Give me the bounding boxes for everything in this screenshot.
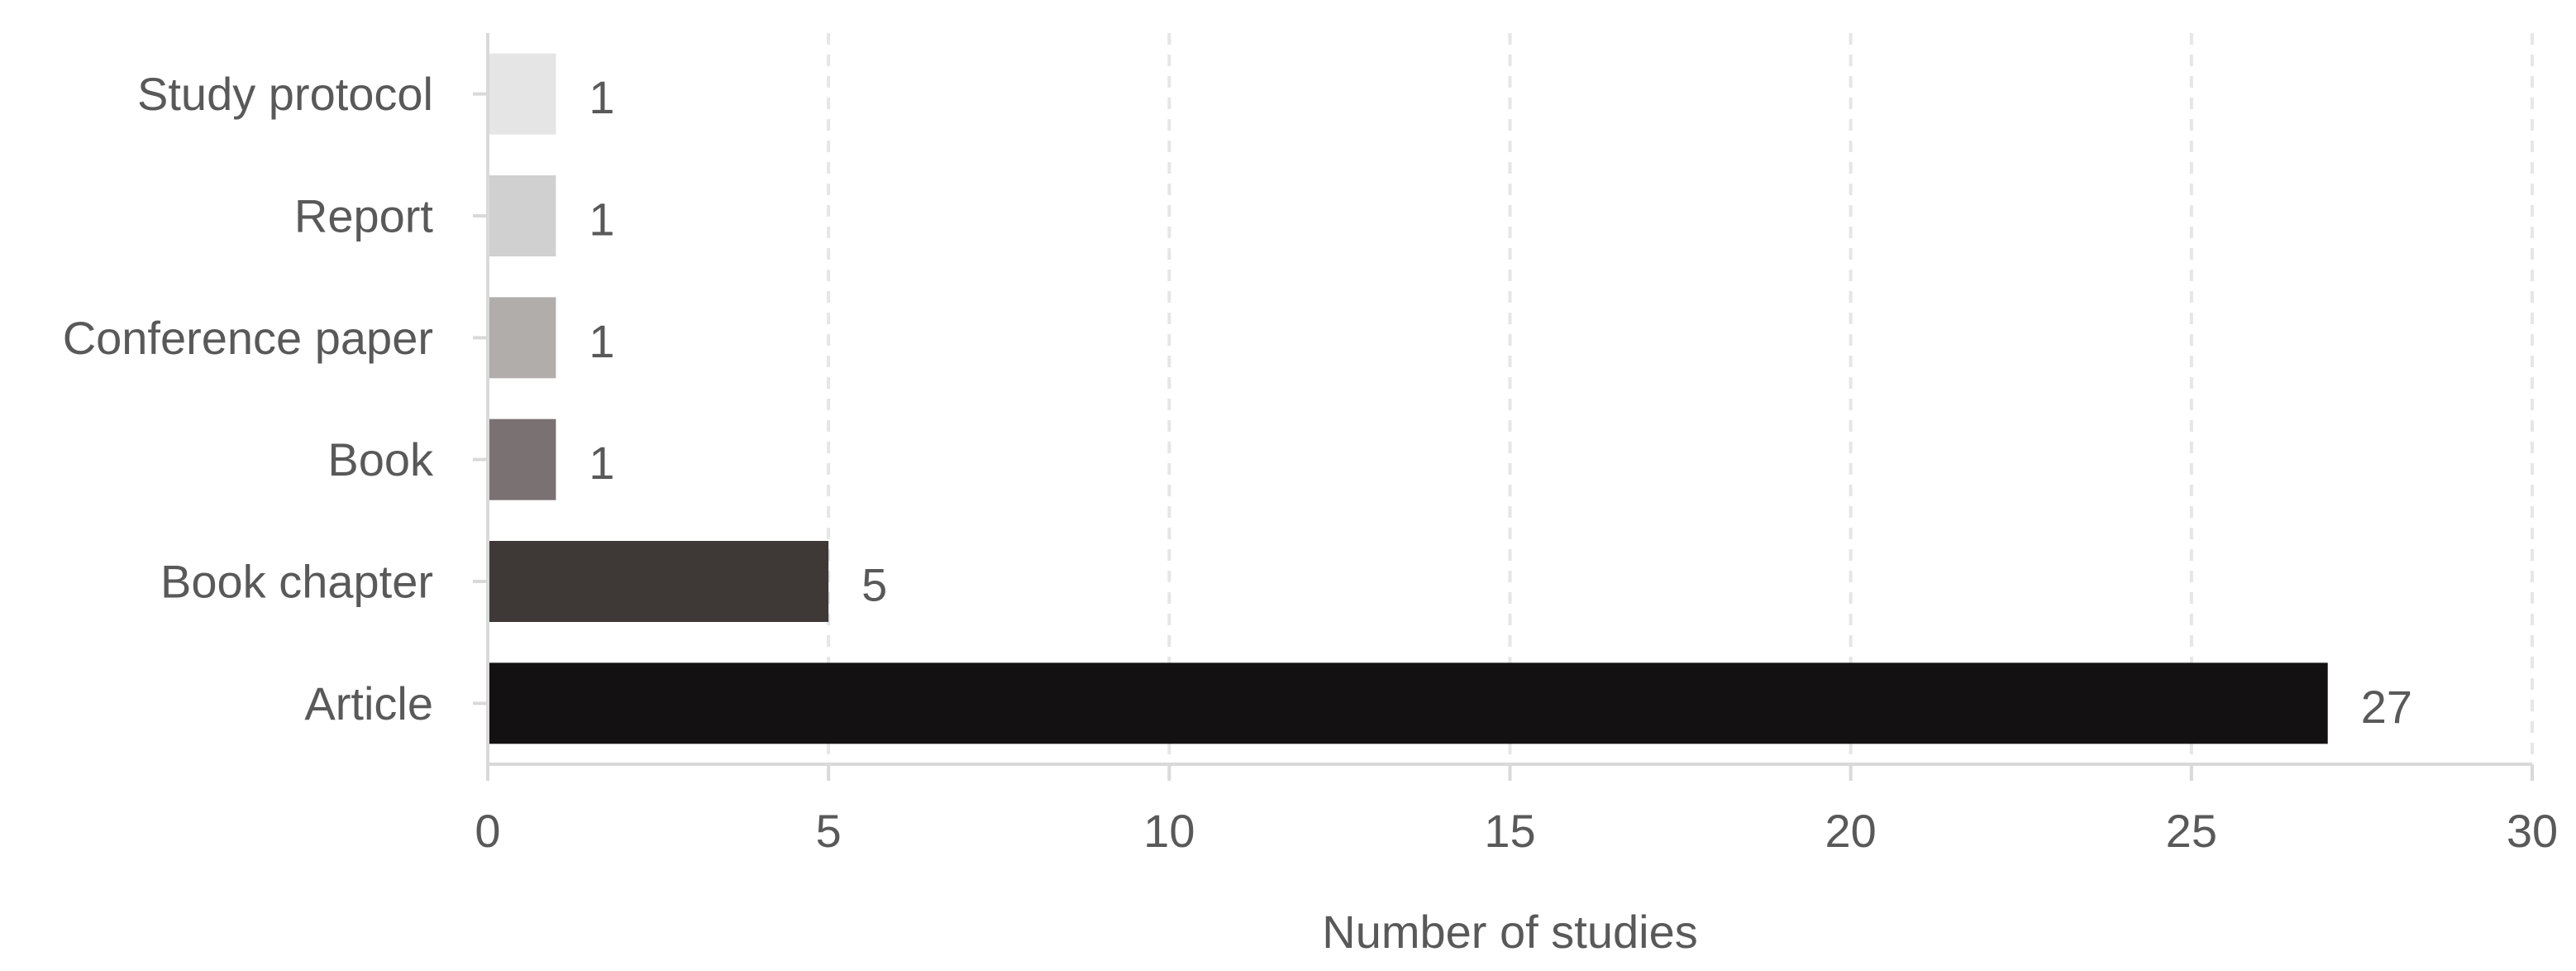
bar [489, 175, 556, 256]
category-labels: Study protocol Report Conference paper Book… [63, 68, 434, 729]
axes [473, 33, 2534, 781]
x-tick-label: 15 [1484, 805, 1535, 857]
x-axis-title: Number of studies [1322, 906, 1697, 958]
data-labels: 1 1 1 1 5 27 [589, 71, 2412, 733]
category-label: Book [327, 433, 434, 486]
data-label: 1 [589, 315, 614, 367]
data-label: 27 [2361, 681, 2412, 733]
data-label: 1 [589, 71, 614, 123]
category-label: Conference paper [63, 312, 433, 364]
category-label: Book chapter [160, 556, 433, 608]
bar [489, 297, 556, 379]
x-tick-label: 5 [816, 805, 842, 857]
category-label: Article [304, 677, 433, 729]
data-label: 1 [589, 194, 614, 246]
category-label: Report [294, 190, 434, 242]
x-tick-label: 10 [1143, 805, 1195, 857]
x-tick-label: 0 [475, 805, 500, 857]
gridlines [827, 33, 2534, 764]
x-tick-labels: 0 5 10 15 20 25 30 [475, 805, 2558, 857]
bar [489, 53, 556, 135]
data-label: 5 [861, 559, 887, 611]
category-label: Study protocol [137, 68, 433, 120]
bar [489, 662, 2328, 744]
data-label: 1 [589, 437, 614, 489]
x-tick-label: 30 [2507, 805, 2558, 857]
bar [489, 419, 556, 500]
x-tick-label: 20 [1825, 805, 1877, 857]
bars [489, 53, 2328, 744]
x-tick-label: 25 [2166, 805, 2217, 857]
bar [489, 541, 829, 622]
